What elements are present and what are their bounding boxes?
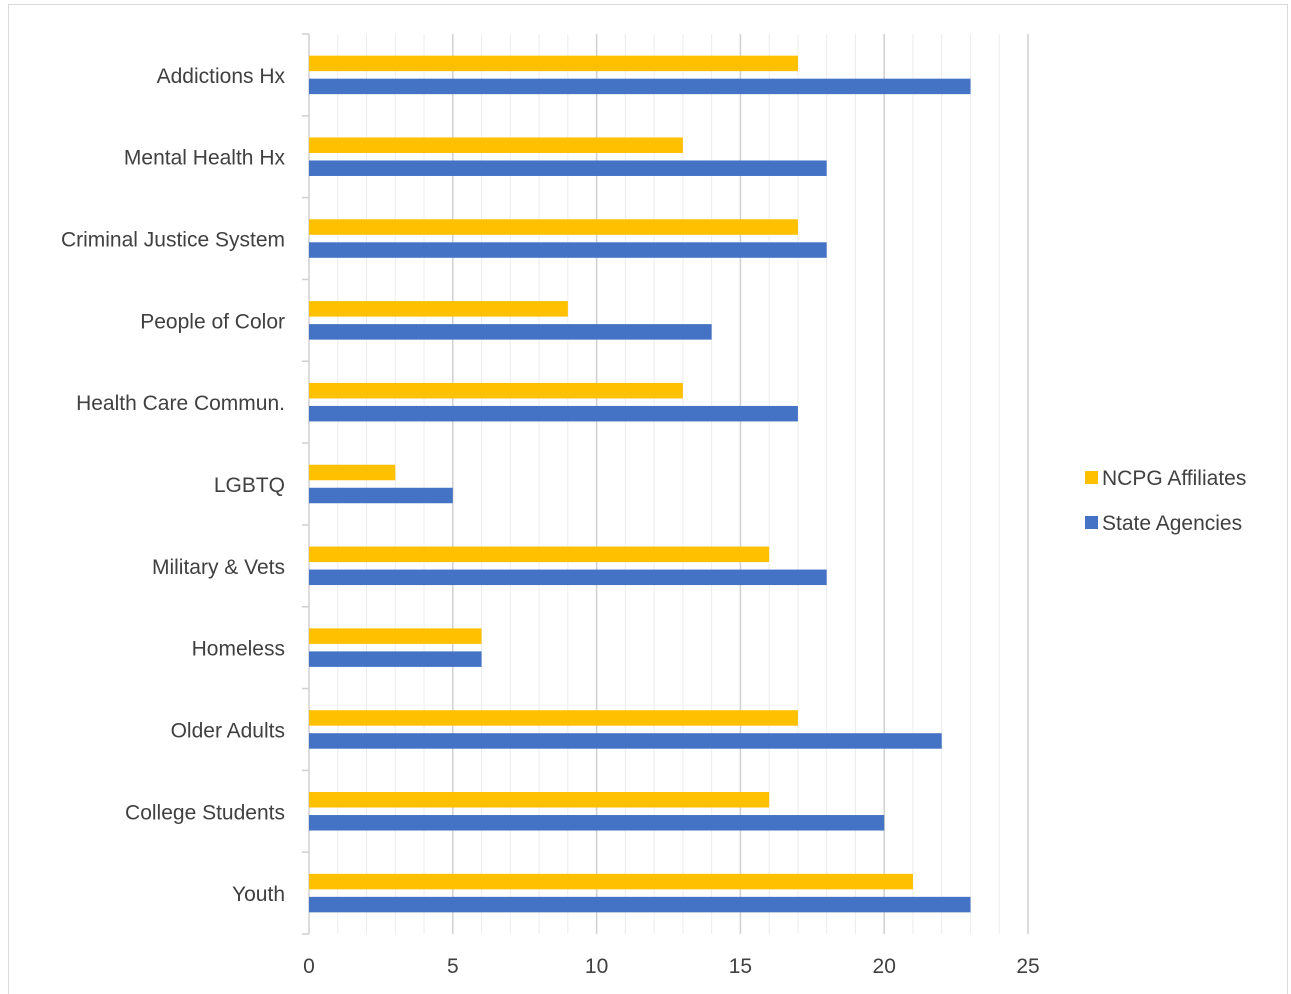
- legend-swatch: [1085, 471, 1098, 484]
- grid-lines: [337, 34, 1029, 934]
- bar-state-agencies: [309, 242, 827, 258]
- category-label: Homeless: [192, 638, 285, 661]
- x-tick-label: 0: [303, 955, 315, 978]
- category-label: Older Adults: [171, 719, 285, 742]
- bar-state-agencies: [309, 896, 971, 913]
- bar-state-agencies: [309, 651, 482, 667]
- category-label: Health Care Commun.: [76, 392, 285, 415]
- bar-ncpg-affiliates: [309, 137, 683, 153]
- y-axis: [302, 33, 310, 935]
- x-tick-label: 15: [729, 955, 752, 978]
- x-tick-label: 5: [447, 955, 459, 978]
- x-tick-label: 10: [585, 955, 608, 978]
- category-label: People of Color: [140, 310, 285, 333]
- bars: [309, 55, 971, 913]
- category-labels: Addictions Hx Mental Health Hx Criminal Ju…: [61, 65, 286, 906]
- category-label: Criminal Justice System: [61, 229, 285, 252]
- bar-ncpg-affiliates: [309, 219, 798, 235]
- bar-ncpg-affiliates: [309, 792, 770, 808]
- bar-state-agencies: [309, 405, 798, 422]
- bar-state-agencies: [309, 569, 827, 586]
- category-label: LGBTQ: [214, 474, 285, 497]
- legend-label: State Agencies: [1102, 512, 1242, 535]
- bar-ncpg-affiliates: [309, 464, 396, 481]
- bar-ncpg-affiliates: [309, 382, 683, 399]
- category-label: Mental Health Hx: [124, 147, 286, 170]
- x-tick-labels: 0 5 10 15 20 25: [303, 955, 1040, 978]
- bar-ncpg-affiliates: [309, 628, 482, 644]
- category-label: Addictions Hx: [157, 65, 286, 88]
- category-label: Military & Vets: [152, 556, 285, 579]
- legend-label: NCPG Affiliates: [1102, 467, 1246, 490]
- x-tick-label: 25: [1016, 955, 1039, 978]
- bar-ncpg-affiliates: [309, 873, 913, 890]
- x-tick-label: 20: [873, 955, 896, 978]
- bar-state-agencies: [309, 78, 971, 95]
- legend-swatch: [1085, 516, 1098, 529]
- bar-state-agencies: [309, 324, 712, 340]
- category-label: Youth: [232, 883, 285, 906]
- bar-state-agencies: [309, 815, 885, 831]
- bar-state-agencies: [309, 160, 827, 176]
- bar-state-agencies: [309, 733, 942, 749]
- category-label: College Students: [125, 801, 285, 824]
- bar-ncpg-affiliates: [309, 546, 770, 563]
- legend: NCPG Affiliates State Agencies: [1085, 467, 1246, 535]
- bar-ncpg-affiliates: [309, 301, 568, 317]
- bar-state-agencies: [309, 487, 453, 504]
- bar-ncpg-affiliates: [309, 710, 798, 726]
- bar-ncpg-affiliates: [309, 55, 798, 72]
